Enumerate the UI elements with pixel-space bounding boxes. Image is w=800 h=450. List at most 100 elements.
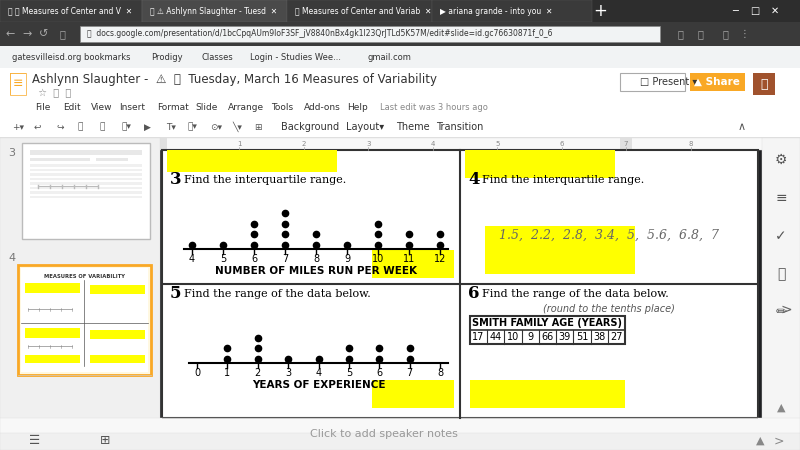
Bar [470,380,625,408]
Bar [690,73,745,91]
Text: Find the range of the data below.: Find the range of the data below. [184,289,370,299]
Text: 7: 7 [406,368,413,378]
Bar [80,26,660,42]
Bar [0,138,800,150]
Bar [10,73,26,95]
Text: ⭐: ⭐ [677,29,683,39]
Bar [167,150,337,172]
Text: 5: 5 [170,285,182,302]
Text: Insert: Insert [119,104,145,112]
Bar [0,433,800,450]
Bar [30,182,142,184]
Text: 🖨: 🖨 [78,122,83,131]
Bar [0,138,160,433]
Bar [30,168,142,171]
Text: 👤: 👤 [722,29,728,39]
Text: ⋮: ⋮ [740,29,750,39]
Text: Prodigy: Prodigy [151,53,183,62]
Text: 🏠: 🏠 [59,29,65,39]
Text: 🔵: 🔵 [777,267,785,281]
Text: ∧: ∧ [738,122,746,132]
Text: Last edit was 3 hours ago: Last edit was 3 hours ago [380,104,488,112]
Bar [10,73,26,95]
Text: ─: ─ [732,6,738,16]
Bar [0,0,142,22]
Text: Slide: Slide [195,104,218,112]
Bar [30,177,142,180]
Text: ⊙▾: ⊙▾ [210,122,222,131]
Text: 4: 4 [430,141,435,147]
Text: T▾: T▾ [166,122,176,131]
Bar [142,0,287,22]
Text: 1: 1 [224,368,230,378]
Text: 3: 3 [8,148,15,158]
Text: 27: 27 [610,332,622,342]
Bar [25,355,80,363]
Text: 12: 12 [434,254,446,264]
Text: ≡: ≡ [775,191,787,205]
Bar [90,285,145,294]
Text: 38: 38 [593,332,606,342]
Text: 3: 3 [285,368,291,378]
Text: 10: 10 [372,254,384,264]
Text: ⊞: ⊞ [100,435,110,447]
Text: Login - Studies Wee...: Login - Studies Wee... [250,53,342,62]
Bar [432,0,592,22]
Text: 🖊: 🖊 [100,122,106,131]
Bar [30,173,142,176]
Text: 6: 6 [251,254,257,264]
Text: 8: 8 [688,141,693,147]
Text: NUMBER OF MILES RUN PER WEEK: NUMBER OF MILES RUN PER WEEK [215,266,417,276]
Text: ☰: ☰ [30,435,41,447]
Text: SMITH FAMILY AGE (YEARS): SMITH FAMILY AGE (YEARS) [473,318,622,328]
Text: 3: 3 [170,171,182,189]
Bar [620,73,685,91]
Text: Edit: Edit [63,104,81,112]
Bar [30,158,90,161]
Bar [0,100,800,116]
Text: ▲: ▲ [756,436,764,446]
Text: ✓: ✓ [775,229,787,243]
Bar [90,330,145,339]
Bar [30,150,142,155]
Text: 5: 5 [220,254,226,264]
Text: 9: 9 [344,254,350,264]
Bar [155,138,167,150]
Text: Find the interquartile range.: Find the interquartile range. [184,175,346,185]
Bar [0,116,800,138]
Text: 7: 7 [624,141,628,147]
Text: ⚙: ⚙ [774,153,787,167]
Bar [30,186,142,189]
Text: 2: 2 [254,368,261,378]
Text: 44: 44 [490,332,502,342]
Text: 66: 66 [542,332,554,342]
Bar [25,283,80,293]
Text: 4: 4 [315,368,322,378]
Text: ↪: ↪ [56,122,63,131]
Text: 4: 4 [189,254,195,264]
Bar [96,158,128,161]
Text: →: → [22,29,32,39]
Text: 2: 2 [302,141,306,147]
Text: 👤: 👤 [760,77,768,90]
Bar [25,328,80,338]
Text: 1: 1 [237,141,242,147]
Bar [162,150,758,418]
Text: 4: 4 [8,253,15,263]
Text: 🔖: 🔖 [697,29,703,39]
Bar [620,138,632,150]
Text: 5: 5 [495,141,499,147]
Bar [90,355,145,363]
Text: Transition: Transition [436,122,483,132]
Text: 9: 9 [527,332,534,342]
Text: 📄 Measures of Center and Variab  ✕: 📄 Measures of Center and Variab ✕ [295,6,431,15]
Bar [18,265,151,375]
Text: ▲ Share: ▲ Share [694,77,740,87]
Bar [30,164,142,166]
Text: 🔒  docs.google.com/presentation/d/1bcCpqAUm9loF3SF_jV8840nBx4gk1l23QrJTLd5K57M/e: 🔒 docs.google.com/presentation/d/1bcCpqA… [87,30,553,39]
Text: 8: 8 [437,368,443,378]
Text: 1.5,  2.2,  2.8,  3.4,  5,  5.6,  6.8,  7: 1.5, 2.2, 2.8, 3.4, 5, 5.6, 6.8, 7 [499,229,719,242]
Text: 10: 10 [507,332,519,342]
Text: 17: 17 [473,332,485,342]
Text: Classes: Classes [201,53,233,62]
